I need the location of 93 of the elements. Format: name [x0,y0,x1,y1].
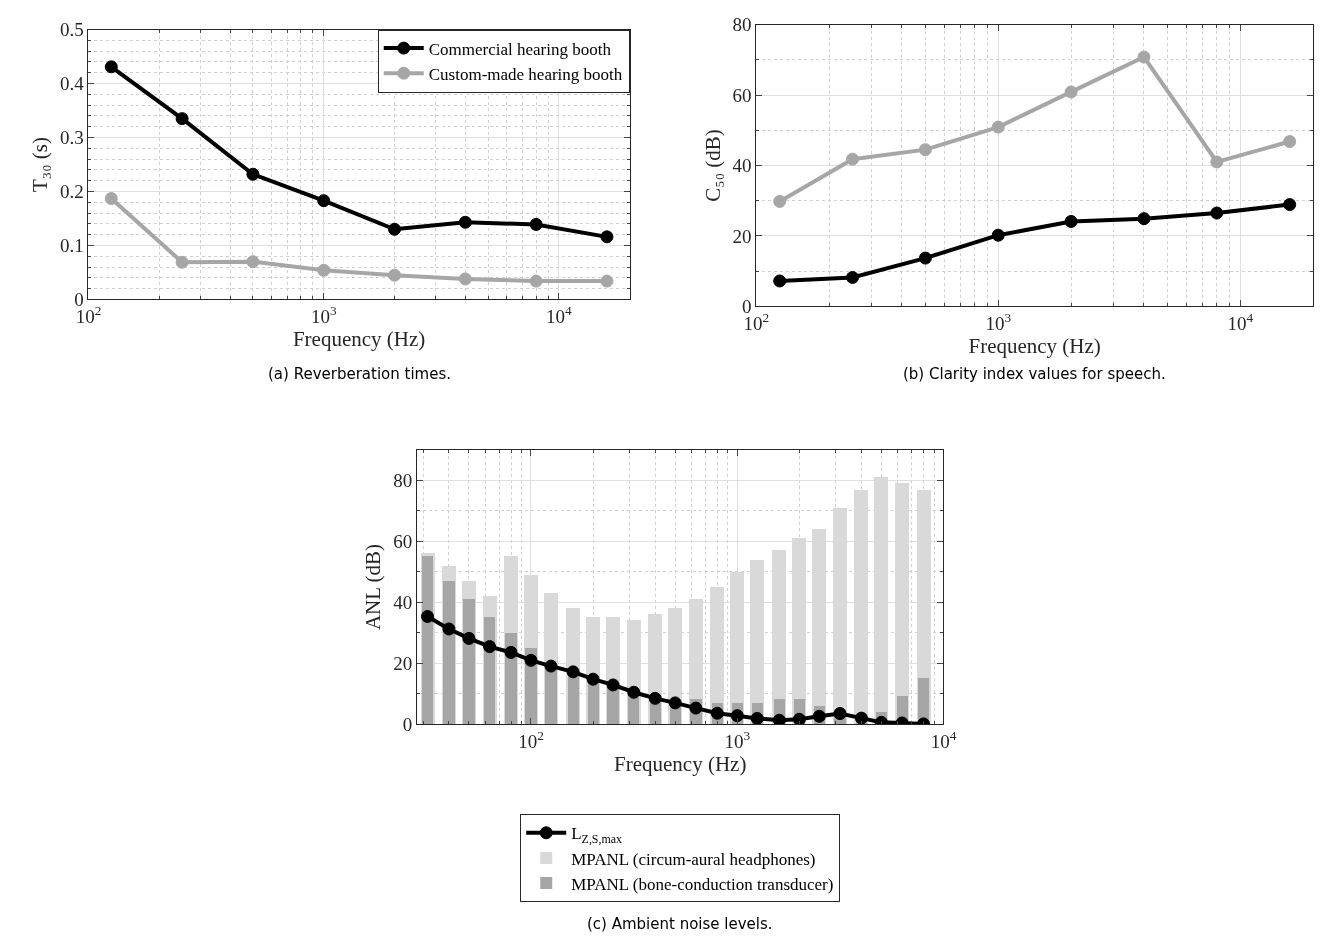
x-tick-label: 10$^{4}$ [930,727,957,752]
x-tick-label: 10$^{3}$ [310,303,337,328]
point [773,194,787,208]
point [730,709,744,723]
x-tick-label: 10$^{4}$ [546,303,573,328]
point [421,609,435,623]
x-tick-label: 10$^{3}$ [724,727,751,752]
point [1283,135,1297,149]
point [846,270,860,284]
point [627,685,641,699]
y-tick-label: 0.3 [59,127,84,149]
x-tick-label: 10$^{2}$ [518,727,544,752]
text: (a) Reverberation times. [268,365,451,383]
point [388,222,402,236]
bar [544,669,557,724]
legend-label: Commercial hearing booth [428,39,612,59]
point [104,192,118,206]
x-tick-label: 10$^{4}$ [1227,310,1254,335]
point [1064,85,1078,99]
y-tick-label: 20 [393,652,413,674]
point [991,120,1005,134]
point [833,707,847,721]
point [710,706,724,720]
bar [587,681,599,724]
y-tick-label: 0.5 [59,19,84,41]
legend-label: MPANL (bone-conduction transducer) [571,874,834,894]
bar [462,599,475,724]
point [317,263,331,277]
point [918,143,932,157]
point [104,60,118,74]
point [689,701,703,715]
y-axis-title: C₅₀ (dB) [700,129,725,202]
x-axis-title: Frequency (Hz) [292,327,426,352]
point [1137,50,1151,64]
bar [567,675,579,724]
point [246,255,260,269]
y-tick-label: 0.2 [59,181,84,203]
text: (c) Ambient noise levels. [587,915,773,933]
point [846,152,860,166]
y-tick-label: 60 [393,530,413,552]
point [458,215,472,229]
bar [442,581,455,724]
x-axis-title: Frequency (Hz) [968,334,1101,359]
y-tick-label: 0 [402,713,413,735]
x-tick-label: 10$^{3}$ [985,310,1012,335]
point [529,217,543,231]
y-tick-label: 40 [393,591,413,613]
point [483,640,497,654]
y-tick-label: 80 [393,470,413,492]
legend-label: Custom-made hearing booth [428,64,623,84]
y-tick-label: 60 [732,84,752,106]
point [462,631,476,645]
point [529,274,543,288]
point [458,272,472,286]
y-tick-label: 40 [732,155,752,177]
point [504,645,518,659]
y-axis-title: T₃₀ (s) [28,137,53,192]
point [388,268,402,282]
point [668,696,682,710]
y-tick-label: 0.4 [59,73,85,95]
legend-label: MPANL (circum-aural headphones) [571,849,816,869]
y-tick-label: 80 [732,14,752,36]
point [918,251,932,265]
y-tick-label: 0.1 [59,235,84,257]
point [1064,214,1078,228]
point [600,230,614,244]
point [317,194,331,208]
point [772,713,786,724]
y-axis-title: ANL (dB) [361,543,386,631]
point [606,678,620,692]
point [991,228,1005,242]
point [586,672,600,686]
point [175,112,189,126]
point [442,622,456,636]
point [773,274,787,288]
legend-label: L$_{Z,S,max}$ [571,824,622,847]
point [792,712,806,724]
point [648,691,662,705]
text: (b) Clarity index values for speech. [903,365,1166,383]
point [1137,212,1151,226]
point [566,665,580,679]
point [1210,155,1224,169]
x-axis-title: Frequency (Hz) [614,751,747,776]
point [175,255,189,269]
point [544,659,558,673]
point [1210,206,1224,220]
point [750,711,764,724]
point [600,274,614,288]
point [246,167,260,181]
bar [606,687,619,724]
point [524,653,538,667]
point [1283,198,1297,212]
y-tick-label: 20 [732,225,752,247]
